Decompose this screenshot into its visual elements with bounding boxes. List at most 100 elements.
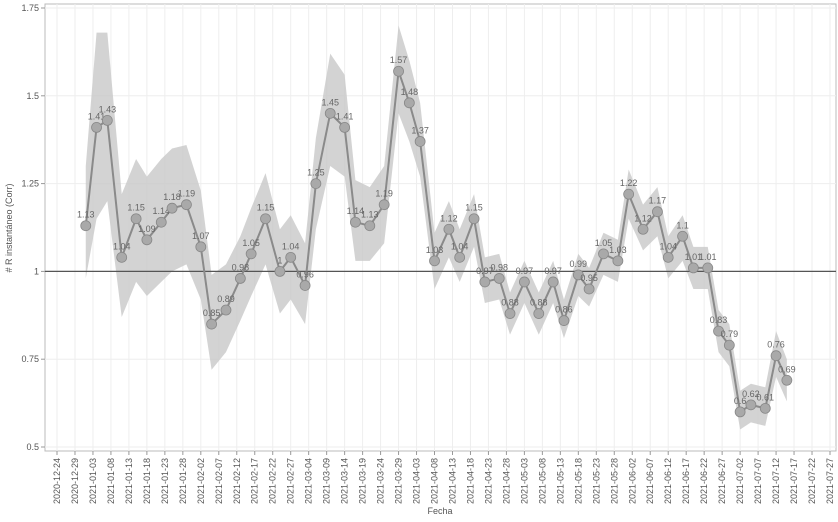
point [234, 273, 246, 284]
x-tick-label: 2021-01-03 [88, 458, 98, 504]
x-tick-label: 2021-07-17 [789, 458, 799, 504]
point [91, 122, 102, 133]
point-label: 0.97 [476, 266, 494, 276]
point-label: 1.19 [178, 189, 196, 199]
point [662, 251, 674, 263]
point-label: 0.86 [555, 305, 573, 315]
point-label: 1.48 [401, 87, 419, 97]
x-tick-label: 2021-04-08 [430, 458, 440, 504]
point-label: 0.79 [721, 329, 739, 339]
point-label: 1.01 [685, 252, 703, 262]
x-tick-label: 2021-06-27 [717, 458, 727, 504]
x-tick-label: 2021-04-13 [447, 458, 457, 504]
point-label: 1.13 [77, 210, 95, 220]
point-label: 0.88 [501, 298, 519, 308]
point-label: 1.03 [426, 245, 444, 255]
point-label: 0.98 [490, 262, 508, 272]
point-label: 0.61 [757, 392, 775, 402]
point [759, 402, 771, 414]
point-label: 1.05 [595, 238, 613, 248]
x-tick-label: 2021-03-24 [376, 458, 386, 504]
point-label: 1.09 [138, 224, 156, 234]
point [220, 304, 232, 316]
point-label: 1.19 [375, 189, 393, 199]
point [101, 114, 113, 126]
point-label: 1.43 [99, 104, 117, 114]
point [350, 216, 361, 228]
y-tick-label: 1.75 [21, 3, 39, 13]
point [206, 318, 218, 330]
x-tick-label: 2021-06-12 [663, 458, 673, 504]
x-tick-label: 2021-07-12 [771, 458, 781, 504]
x-tick-label: 2021-03-09 [322, 458, 332, 504]
point [468, 213, 480, 225]
point [116, 251, 128, 263]
point-label: 1.57 [390, 55, 408, 65]
point [745, 399, 757, 411]
point-label: 1.14 [152, 206, 170, 216]
point [547, 276, 559, 288]
x-tick-label: 2021-05-28 [609, 458, 619, 504]
x-tick-label: 2021-05-18 [573, 458, 583, 504]
point-label: 1.13 [361, 210, 379, 220]
x-tick-label: 2021-02-02 [196, 458, 206, 504]
x-tick-label: 2021-03-19 [358, 458, 368, 504]
point [723, 339, 735, 351]
point [623, 188, 635, 200]
x-tick-label: 2021-03-14 [340, 458, 350, 504]
x-tick-label: 2021-07-07 [753, 458, 763, 504]
point [479, 276, 491, 288]
x-tick-label: 2020-12-29 [70, 458, 80, 504]
x-tick-label: 2021-02-07 [214, 458, 224, 504]
point-label: 1.41 [88, 111, 106, 121]
x-tick-label: 2021-02-22 [268, 458, 278, 504]
point [130, 213, 142, 225]
x-tick-label: 2021-04-03 [412, 458, 422, 504]
point [324, 107, 336, 119]
x-tick-label: 2021-02-27 [286, 458, 296, 504]
point [339, 122, 351, 133]
x-tick-label: 2021-07-22 [807, 458, 817, 504]
x-tick-label: 2021-05-03 [519, 458, 529, 504]
point [141, 234, 153, 246]
x-tick-label: 2021-06-17 [681, 458, 691, 504]
point-label: 1.04 [451, 241, 469, 251]
point [504, 308, 516, 319]
point-label: 0.88 [530, 298, 548, 308]
point [572, 269, 584, 281]
point [443, 223, 455, 235]
point-label: 0.85 [203, 308, 221, 318]
point-label: 1.04 [282, 241, 300, 251]
point-label: 1.25 [307, 168, 325, 178]
x-tick-label: 2021-02-17 [250, 458, 260, 504]
x-tick-label: 2021-01-28 [178, 458, 188, 504]
x-tick-label: 2021-06-02 [627, 458, 637, 504]
point [583, 283, 595, 295]
point [274, 265, 286, 277]
y-tick-label: 1.5 [26, 91, 39, 101]
x-tick-label: 2021-01-23 [160, 458, 170, 504]
point-label: 1.17 [649, 196, 667, 206]
point [310, 178, 322, 190]
point-label: 1.03 [609, 245, 627, 255]
point-label: 1.15 [257, 203, 275, 213]
point-label: 1 [277, 255, 282, 265]
x-tick-label: 2021-06-07 [645, 458, 655, 504]
point [687, 262, 699, 274]
point [245, 248, 257, 260]
point [414, 136, 426, 147]
point-label: 0.96 [296, 269, 314, 279]
point [518, 276, 530, 288]
point [181, 199, 192, 211]
x-axis-label: Fecha [427, 506, 452, 516]
point-label: 1.37 [411, 125, 429, 135]
x-tick-label: 2021-01-18 [142, 458, 152, 504]
x-tick-label: 2021-01-08 [106, 458, 116, 504]
point-label: 1.45 [321, 97, 339, 107]
point-label: 0.99 [570, 259, 588, 269]
point-label: 1.04 [113, 241, 131, 251]
x-tick-label: 2021-07-02 [735, 458, 745, 504]
point [299, 280, 311, 291]
point [155, 216, 167, 228]
point-label: 1.1 [676, 220, 689, 230]
